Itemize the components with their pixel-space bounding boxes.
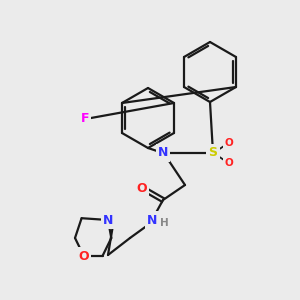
Text: N: N: [103, 214, 113, 226]
Text: O: O: [225, 138, 233, 148]
Text: F: F: [81, 112, 89, 124]
Text: H: H: [160, 218, 168, 228]
Text: N: N: [147, 214, 157, 226]
Text: N: N: [158, 146, 168, 160]
Text: S: S: [208, 146, 217, 160]
Text: O: O: [225, 158, 233, 168]
Text: O: O: [79, 250, 89, 262]
Text: O: O: [137, 182, 147, 194]
